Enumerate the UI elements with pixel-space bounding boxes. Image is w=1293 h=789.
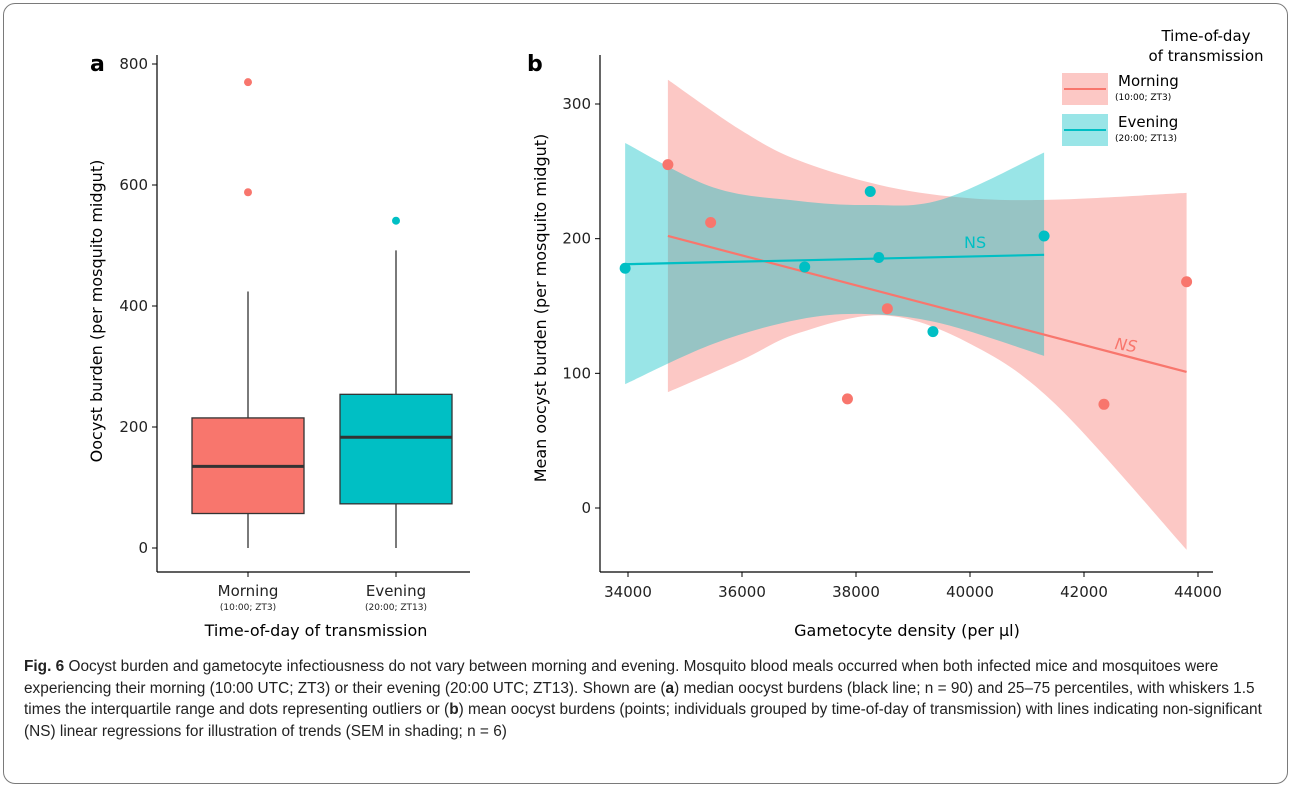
legend-title-line1: Time-of-day (1160, 27, 1250, 45)
legend: Time-of-day of transmission Morning (10:… (1062, 27, 1264, 146)
data-point-evening (864, 186, 876, 198)
outlier-point (244, 78, 252, 87)
panel-b-x-tick-label: 40000 (946, 583, 994, 601)
figure-caption: Fig. 6 Oocyst burden and gametocyte infe… (24, 656, 1274, 742)
caption-text-1: Oocyst burden and gametocyte infectiousn… (24, 658, 1219, 697)
panel-b-x-tick-label: 42000 (1060, 583, 1108, 601)
outlier-point (392, 216, 400, 225)
box-iqr (339, 393, 453, 505)
panel-b-x-tick-label: 38000 (832, 583, 880, 601)
panel-b: b Mean oocyst burden (per mosquito midgu… (527, 27, 1264, 640)
legend-sublabel-morning: (10:00; ZT3) (1115, 93, 1171, 103)
data-point-evening (799, 261, 811, 273)
figure-svg: a Oocyst burden (per mosquito midgut) Ti… (87, 27, 1264, 640)
figure-frame (3, 3, 1288, 784)
ns-label-morning: NS (1114, 334, 1139, 356)
x-tick-sublabel: (10:00; ZT3) (220, 603, 276, 613)
panel-b-fit-lines (625, 234, 1187, 374)
data-point-morning (881, 303, 893, 315)
panel-b-points (619, 159, 1193, 410)
x-tick-sublabel: (20:00; ZT13) (365, 603, 427, 613)
outlier-point (244, 188, 252, 197)
panel-b-y-tick-label: 300 (562, 95, 591, 113)
panel-b-y-tick-label: 100 (562, 364, 591, 382)
panel-b-ticks: 34000 36000 38000 40000 42000 44000 0 100 200 300 (562, 95, 1222, 601)
data-point-evening (873, 252, 885, 264)
sem-band-evening (625, 143, 1045, 385)
data-point-morning (662, 159, 674, 171)
caption-text-2: ) median oocyst burdens (black line; n =… (24, 679, 1255, 719)
caption-ref-a: a (665, 679, 675, 697)
sem-band-morning (667, 79, 1187, 550)
legend-title-line2: of transmission (1148, 47, 1263, 65)
caption-ref-b: b (449, 701, 459, 718)
fit-line-evening (625, 253, 1045, 266)
data-point-morning (705, 217, 717, 229)
caption-fig-label: Fig. 6 (24, 658, 65, 675)
panel-b-x-tick-label: 36000 (718, 583, 766, 601)
data-point-evening (927, 326, 939, 338)
legend-label-morning: Morning (1118, 72, 1179, 90)
panel-b-label: b (527, 52, 543, 77)
data-point-evening (1038, 230, 1050, 242)
panel-b-y-tick-label: 200 (562, 230, 591, 248)
ns-label-evening: NS (964, 233, 986, 252)
data-point-morning (1181, 276, 1193, 288)
panel-b-x-axis-title: Gametocyte density (per µl) (794, 621, 1020, 640)
panel-a-y-axis-title: Oocyst burden (per mosquito midgut) (87, 160, 106, 463)
panel-a-label: a (90, 52, 105, 77)
panel-a-y-ticks: 0 200 400 600 800 (119, 55, 157, 557)
panel-b-x-tick-label: 44000 (1174, 583, 1222, 601)
legend-label-evening: Evening (1118, 113, 1178, 131)
panel-a-y-tick-label: 400 (119, 297, 148, 315)
panel-a-x-axis-title: Time-of-day of transmission (204, 621, 428, 640)
data-point-morning (1098, 398, 1110, 410)
x-tick-label: Evening (366, 582, 426, 600)
data-point-evening (619, 262, 631, 274)
box-evening: Evening (20:00; ZT13) (339, 216, 453, 613)
panel-a-y-tick-label: 600 (119, 176, 148, 194)
panel-b-y-tick-label: 0 (581, 499, 591, 517)
data-point-morning (841, 393, 853, 405)
caption-text-3: ) mean oocyst burdens (points; individua… (24, 701, 1262, 740)
panel-a-y-tick-label: 200 (119, 418, 148, 436)
panel-a-boxes: Morning (10:00; ZT3) Evening (20:00; ZT13) (191, 78, 453, 613)
panel-b-x-tick-label: 34000 (604, 583, 652, 601)
panel-b-y-axis-title: Mean oocyst burden (per mosquito midgut) (531, 134, 550, 483)
panel-a-y-tick-label: 800 (119, 55, 148, 73)
legend-sublabel-evening: (20:00; ZT13) (1115, 134, 1177, 144)
panel-b-bands (625, 79, 1187, 550)
panel-a-y-tick-label: 0 (138, 539, 148, 557)
x-tick-label: Morning (218, 582, 279, 600)
panel-a: a Oocyst burden (per mosquito midgut) Ti… (87, 52, 470, 640)
box-morning: Morning (10:00; ZT3) (191, 78, 305, 613)
fit-line-morning (667, 234, 1187, 374)
